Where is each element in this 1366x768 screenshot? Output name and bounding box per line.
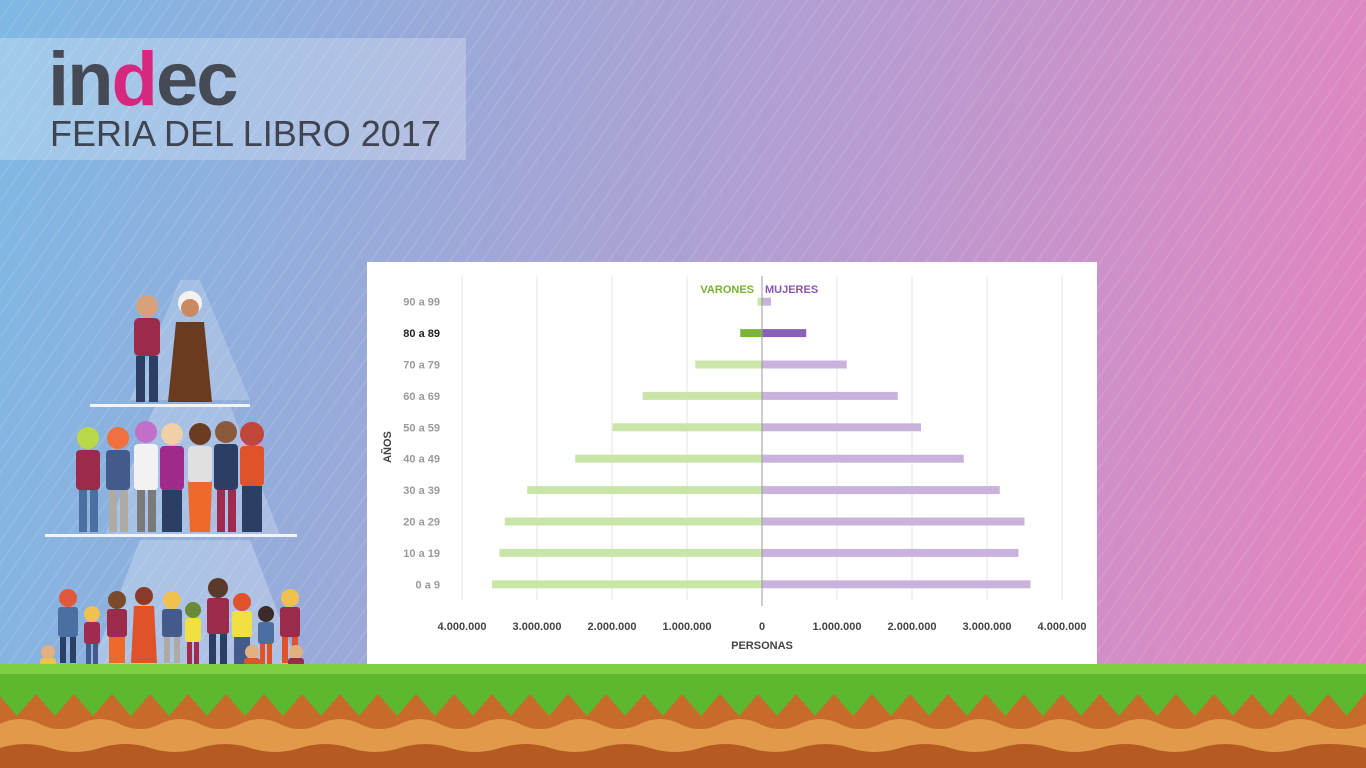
- bar-mujeres-30-a-39: [762, 486, 1000, 495]
- bars: [492, 297, 1031, 589]
- bar-varones-30-a-39: [527, 486, 762, 495]
- people-pyramid-illustration: [30, 280, 342, 670]
- bar-varones-50-a-59: [612, 423, 762, 432]
- legend-mujeres: MUJERES: [765, 284, 818, 296]
- x-tick-label: 1.000.000: [813, 621, 862, 633]
- category-label: 30 a 39: [403, 485, 440, 497]
- chart-svg: 0 a 9 10 a 19 20 a 29 30 a 39 40 a 49 50 a 59…: [381, 276, 1087, 652]
- category-label: 10 a 19: [403, 548, 440, 560]
- event-subtitle: FERIA DEL LIBRO 2017: [50, 113, 441, 154]
- x-axis-label: PERSONAS: [731, 640, 793, 652]
- x-tick-label: 2.000.000: [888, 621, 937, 633]
- bar-mujeres-20-a-29: [762, 517, 1025, 526]
- bar-mujeres-0-a-9: [762, 580, 1031, 589]
- category-label: 40 a 49: [403, 454, 440, 466]
- brand-banner: [0, 38, 466, 160]
- x-tick-label: 3.000.000: [513, 621, 562, 633]
- x-tick-label: 4.000.000: [438, 621, 487, 633]
- grass-ground-decoration: [0, 664, 1366, 768]
- category-label: 70 a 79: [403, 360, 440, 372]
- x-tick-label: 4.000.000: [1038, 621, 1087, 633]
- bar-mujeres-60-a-69: [762, 391, 898, 400]
- bar-mujeres-90-a-99: [762, 297, 771, 306]
- bar-varones-90-a-99: [757, 297, 762, 306]
- bar-varones-40-a-49: [575, 454, 762, 463]
- category-label: 20 a 29: [403, 517, 440, 529]
- bar-varones-0-a-9: [492, 580, 762, 589]
- legend-varones: VARONES: [700, 284, 754, 296]
- bar-mujeres-10-a-19: [762, 548, 1019, 557]
- bar-varones-70-a-79: [695, 360, 762, 369]
- indec-logo: indec: [48, 37, 239, 122]
- category-label: 50 a 59: [403, 422, 440, 434]
- category-labels: 0 a 9 10 a 19 20 a 29 30 a 39 40 a 49 50 a 59…: [403, 297, 440, 592]
- population-pyramid-chart: 0 a 9 10 a 19 20 a 29 30 a 39 40 a 49 50 a 59…: [367, 262, 1097, 664]
- x-tick-label: 3.000.000: [963, 621, 1012, 633]
- category-label: 90 a 99: [403, 297, 440, 309]
- bar-varones-20-a-29: [504, 517, 762, 526]
- bar-varones-10-a-19: [499, 548, 762, 557]
- bar-varones-80-a-89: [740, 329, 762, 338]
- y-axis-label: AÑOS: [381, 431, 394, 463]
- category-label: 0 a 9: [416, 579, 440, 591]
- x-tick-label: 2.000.000: [588, 621, 637, 633]
- grid-lines: [461, 276, 1063, 600]
- x-tick-label: 0: [759, 621, 765, 633]
- category-label: 80 a 89: [403, 328, 440, 340]
- category-label: 60 a 69: [403, 391, 440, 403]
- bar-mujeres-50-a-59: [762, 423, 921, 432]
- x-tick-labels: 4.000.000 3.000.000 2.000.000 1.000.000 0 1.0…: [438, 621, 1087, 633]
- bar-varones-60-a-69: [642, 391, 762, 400]
- bar-mujeres-40-a-49: [762, 454, 964, 463]
- bar-mujeres-70-a-79: [762, 360, 847, 369]
- x-tick-label: 1.000.000: [663, 621, 712, 633]
- bar-mujeres-80-a-89: [762, 329, 807, 338]
